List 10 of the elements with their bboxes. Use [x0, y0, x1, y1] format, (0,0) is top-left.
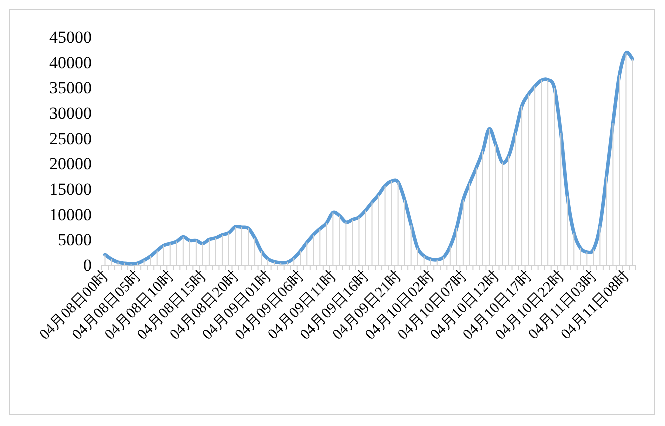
y-tick-label: 0 [84, 256, 92, 275]
y-tick-label: 45000 [50, 28, 92, 47]
y-tick-label: 5000 [58, 230, 92, 250]
y-tick-label: 30000 [50, 104, 92, 123]
y-tick-label: 40000 [50, 53, 92, 72]
y-tick-label: 15000 [50, 180, 92, 199]
y-tick-label: 20000 [50, 154, 92, 174]
y-tick-label: 35000 [50, 78, 92, 98]
y-tick-label: 10000 [50, 205, 92, 224]
y-tick-label: 25000 [50, 129, 92, 148]
